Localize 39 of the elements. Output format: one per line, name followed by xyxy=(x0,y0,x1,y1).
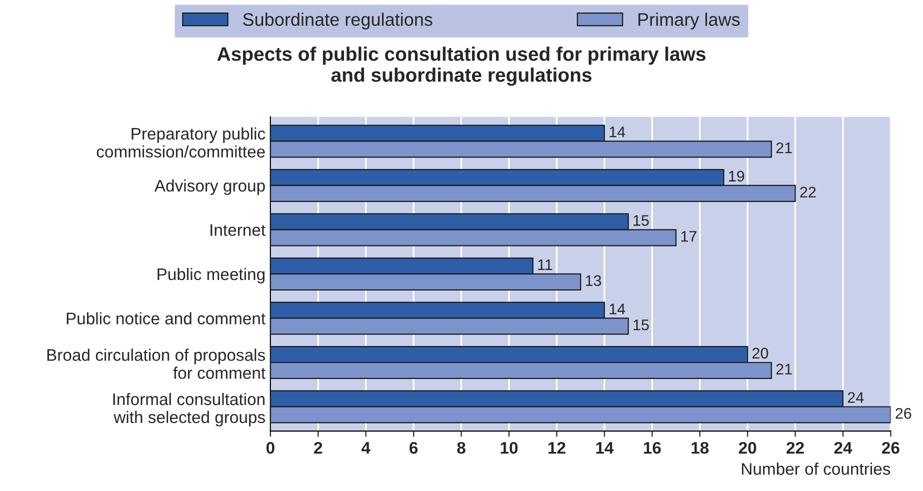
x-tick-label: 4 xyxy=(361,442,370,454)
x-tick-label: 26 xyxy=(882,442,900,454)
data-label: 17 xyxy=(681,231,696,242)
data-label: 15 xyxy=(634,215,649,226)
x-tick-label: 0 xyxy=(266,442,274,454)
y-tick-label: Advisory group xyxy=(154,179,265,195)
x-tick-label: 20 xyxy=(738,442,756,454)
data-label: 15 xyxy=(634,320,649,330)
x-tick-label: 14 xyxy=(596,442,614,454)
data-label: 22 xyxy=(800,186,816,198)
x-axis-title: Number of countries xyxy=(742,462,890,475)
x-tick-label: 16 xyxy=(644,442,661,454)
legend-label: Primary laws xyxy=(638,12,740,30)
data-label: 20 xyxy=(752,348,768,359)
x-tick-label: 18 xyxy=(692,442,709,454)
data-label: 19 xyxy=(729,170,744,182)
data-label: 14 xyxy=(610,304,626,314)
data-label: 14 xyxy=(610,126,626,138)
x-tick-label: 24 xyxy=(834,442,852,454)
data-label: 26 xyxy=(896,408,912,419)
x-tick-label: 6 xyxy=(410,442,418,454)
chart-title: Aspects of public consultation used for primary laws and subordinate regulations xyxy=(217,46,706,86)
legend-label: Subordinate regulations xyxy=(243,12,432,30)
y-tick-label: Preparatory public commission/committee xyxy=(96,127,266,158)
data-label: 21 xyxy=(776,364,792,374)
x-tick-label: 8 xyxy=(457,442,466,454)
y-tick-label: Public meeting xyxy=(158,268,265,284)
y-tick-label: Broad circulation of proposals for comment xyxy=(47,348,266,379)
data-label: 13 xyxy=(586,275,602,286)
x-tick-label: 10 xyxy=(500,442,518,454)
y-tick-label: Internet xyxy=(210,224,266,236)
data-label: 21 xyxy=(776,142,792,154)
y-tick-label: Public notice and comment xyxy=(66,312,266,324)
x-tick-label: 2 xyxy=(314,442,322,454)
x-tick-label: 22 xyxy=(786,442,804,454)
data-label: 24 xyxy=(848,392,864,403)
y-tick-label: Informal consultation with selected groups xyxy=(113,392,265,426)
x-tick-label: 12 xyxy=(548,442,566,454)
data-label: 11 xyxy=(538,259,552,270)
